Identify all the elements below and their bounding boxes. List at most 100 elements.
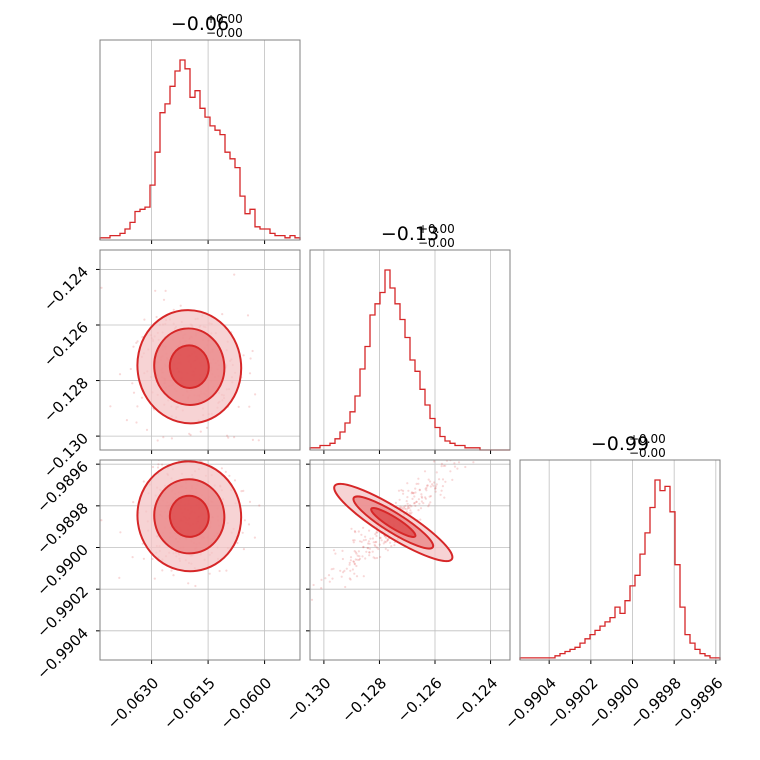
sample-point	[208, 572, 211, 575]
panel-frame	[99, 39, 301, 241]
sample-point	[241, 531, 244, 534]
sample-point	[375, 540, 378, 544]
sample-point	[154, 289, 157, 292]
sample-point	[140, 396, 144, 399]
sample-point	[449, 457, 451, 459]
sample-point	[424, 487, 427, 490]
sample-point	[353, 572, 356, 575]
sample-point	[386, 538, 389, 541]
sample-point	[401, 507, 404, 511]
sample-point	[151, 557, 154, 561]
sample-point	[372, 556, 375, 559]
sample-point	[440, 489, 443, 492]
panel-frame	[99, 249, 301, 451]
sample-point	[224, 470, 227, 473]
sample-point	[145, 428, 149, 431]
sample-point	[349, 556, 353, 559]
sample-point	[220, 467, 223, 470]
panel-frame	[309, 459, 511, 661]
sample-point	[350, 527, 353, 530]
sample-point	[340, 575, 343, 578]
sample-point	[408, 506, 411, 510]
sample-point	[233, 479, 237, 482]
sample-point	[364, 535, 367, 538]
sample-point	[355, 575, 359, 578]
sample-point	[427, 505, 430, 508]
sample-point	[440, 465, 443, 468]
sample-point	[257, 439, 260, 442]
sample-point	[155, 315, 158, 319]
sample-point	[421, 496, 424, 499]
sample-point	[420, 493, 423, 496]
sample-point	[419, 507, 423, 510]
sample-point	[242, 548, 245, 551]
sample-point	[429, 501, 432, 504]
sample-point	[242, 354, 245, 357]
sample-point	[413, 502, 416, 505]
title-param-1: −0.06	[171, 13, 229, 35]
sample-point	[406, 496, 409, 499]
sample-point	[251, 438, 254, 441]
sample-point	[225, 569, 228, 572]
sample-point	[383, 540, 386, 543]
sample-point	[464, 465, 467, 469]
sample-point	[424, 497, 427, 500]
sample-point	[406, 502, 409, 505]
sample-point	[358, 555, 361, 558]
y-tick-label: −0.126	[40, 318, 92, 370]
sample-point	[353, 530, 356, 533]
sample-point	[365, 550, 368, 553]
sample-point	[357, 530, 360, 533]
scatter-panel-1-2	[96, 249, 301, 454]
sample-point	[442, 464, 445, 467]
sample-point	[131, 556, 134, 559]
sample-point	[191, 446, 193, 448]
density-layer	[100, 273, 260, 442]
sample-point	[417, 477, 420, 480]
sample-point	[444, 464, 447, 467]
sample-point	[368, 529, 371, 532]
sample-point	[376, 531, 379, 534]
sample-point	[228, 474, 231, 477]
sample-point	[119, 531, 122, 534]
sample-point	[408, 511, 411, 514]
sample-point	[406, 507, 409, 510]
sample-point	[417, 509, 420, 512]
sample-point	[205, 426, 209, 429]
sample-point	[375, 534, 378, 538]
sample-point	[407, 504, 410, 508]
sample-point	[367, 542, 370, 545]
sample-point	[342, 571, 345, 574]
sample-point	[374, 545, 377, 548]
sample-point	[415, 482, 418, 485]
sample-point	[258, 504, 261, 507]
sample-point	[310, 598, 314, 601]
sample-point	[435, 471, 438, 474]
sample-point	[320, 578, 323, 582]
sample-point	[352, 539, 355, 542]
sample-point	[417, 482, 420, 485]
sample-point	[367, 547, 370, 550]
sample-point	[382, 542, 385, 545]
x-tick-label: −0.0600	[217, 674, 276, 733]
sample-point	[453, 462, 456, 465]
sample-point	[213, 455, 215, 457]
sample-point	[94, 489, 96, 491]
sample-point	[348, 561, 351, 564]
sample-point	[233, 273, 236, 276]
sample-point	[374, 533, 377, 536]
sample-point	[136, 405, 139, 408]
sample-point	[151, 465, 155, 469]
sample-point	[428, 503, 431, 506]
sample-point	[406, 482, 409, 485]
sample-point	[125, 419, 128, 422]
sample-point	[425, 486, 428, 489]
panel-frame	[99, 459, 301, 661]
sample-point	[348, 577, 351, 580]
sample-point	[324, 577, 327, 580]
sample-point	[162, 298, 166, 301]
sample-point	[132, 345, 135, 348]
sample-point	[386, 549, 389, 552]
sample-point	[240, 490, 243, 493]
